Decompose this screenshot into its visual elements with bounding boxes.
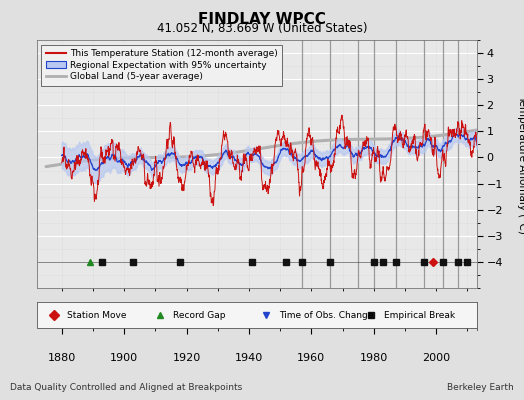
Text: Record Gap: Record Gap [173, 312, 226, 320]
Text: Station Move: Station Move [68, 312, 127, 320]
Text: 41.052 N, 83.669 W (United States): 41.052 N, 83.669 W (United States) [157, 22, 367, 35]
Text: FINDLAY WPCC: FINDLAY WPCC [198, 12, 326, 27]
Text: Berkeley Earth: Berkeley Earth [447, 383, 514, 392]
Y-axis label: Temperature Anomaly (°C): Temperature Anomaly (°C) [517, 94, 524, 234]
Legend: This Temperature Station (12-month average), Regional Expectation with 95% uncer: This Temperature Station (12-month avera… [41, 44, 282, 86]
Text: Time of Obs. Change: Time of Obs. Change [279, 312, 373, 320]
Text: Empirical Break: Empirical Break [385, 312, 455, 320]
Text: Data Quality Controlled and Aligned at Breakpoints: Data Quality Controlled and Aligned at B… [10, 383, 243, 392]
